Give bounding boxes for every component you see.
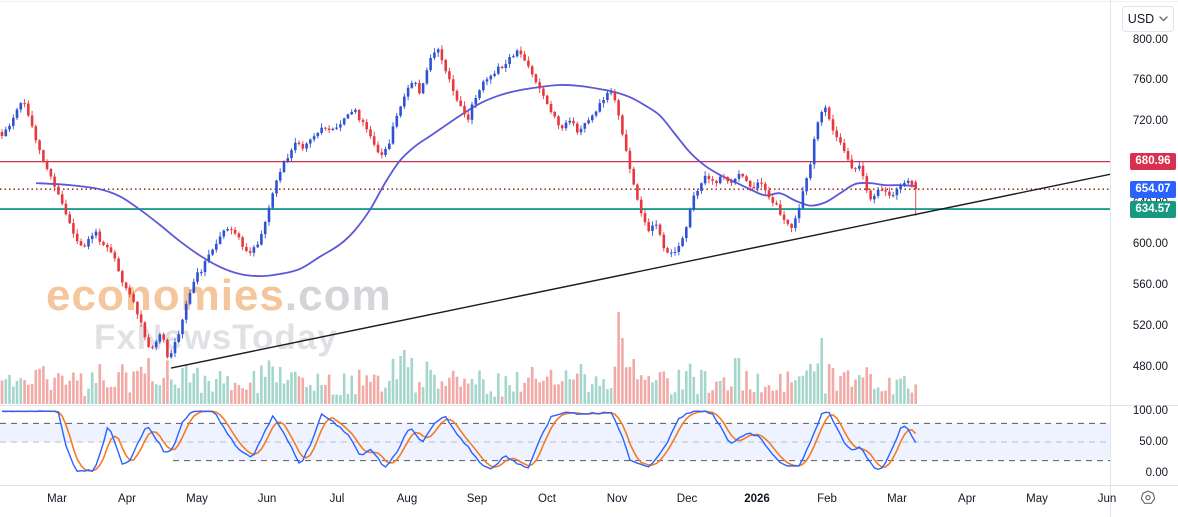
chevron-down-icon <box>1159 16 1168 22</box>
watermark-brand: economies <box>46 271 285 320</box>
time-tick-label: May <box>1026 493 1048 505</box>
price-tick-label: 520.00 <box>1132 319 1168 332</box>
watermark: economies.com FxNewsToday <box>46 274 392 357</box>
horizontal-levels[interactable] <box>0 161 1110 210</box>
resistance-price-badge: 680.96 <box>1130 153 1176 171</box>
time-tick-label: Nov <box>606 493 628 505</box>
time-tick-label: Mar <box>47 493 67 505</box>
trendline[interactable] <box>170 173 1112 369</box>
currency-label: USD <box>1127 12 1155 26</box>
time-tick-label: May <box>186 493 208 505</box>
price-tick-label: 600.00 <box>1132 237 1168 250</box>
time-tick-label: Sep <box>466 493 488 505</box>
time-tick-label: Jun <box>257 493 277 505</box>
stochastic-k-line <box>1 410 917 473</box>
watermark-subtitle: FxNewsToday <box>94 318 338 357</box>
time-tick-label: Mar <box>887 493 907 505</box>
oscillator-tick-label: 100.00 <box>1132 404 1168 417</box>
oscillator-tick-label: 0.00 <box>1145 466 1168 479</box>
watermark-brand-suffix: .com <box>284 271 392 320</box>
stochastic-d-line <box>1 410 917 472</box>
time-tick-label: Apr <box>958 493 976 505</box>
price-tick-label: 800.00 <box>1132 33 1168 46</box>
time-tick-label: Feb <box>817 493 837 505</box>
oscillator-tick-label: 50.00 <box>1139 435 1168 448</box>
currency-dropdown[interactable]: USD <box>1122 6 1174 32</box>
moving-average-line[interactable] <box>35 84 917 278</box>
time-tick-label: Oct <box>538 493 556 505</box>
time-tick-label: Jun <box>1097 493 1117 505</box>
price-tick-label: 480.00 <box>1132 360 1168 373</box>
time-tick-label: 2026 <box>744 493 770 505</box>
price-tick-label: 760.00 <box>1132 74 1168 87</box>
stochastic-lines <box>1 410 917 473</box>
axis-settings-icon[interactable] <box>1139 489 1157 507</box>
volume-bars <box>0 312 917 404</box>
price-tick-label: 720.00 <box>1132 115 1168 128</box>
watermark-brand-line: economies.com <box>46 274 392 318</box>
price-tick-label: 560.00 <box>1132 278 1168 291</box>
candles <box>0 45 917 359</box>
oscillator-band <box>0 422 1110 462</box>
time-tick-label: Aug <box>396 493 418 505</box>
time-tick-label: Apr <box>118 493 136 505</box>
time-tick-label: Dec <box>676 493 698 505</box>
time-tick-label: Jul <box>329 493 345 505</box>
last-price-badge: 654.07 <box>1130 180 1176 198</box>
support-price-badge: 634.57 <box>1130 200 1176 218</box>
